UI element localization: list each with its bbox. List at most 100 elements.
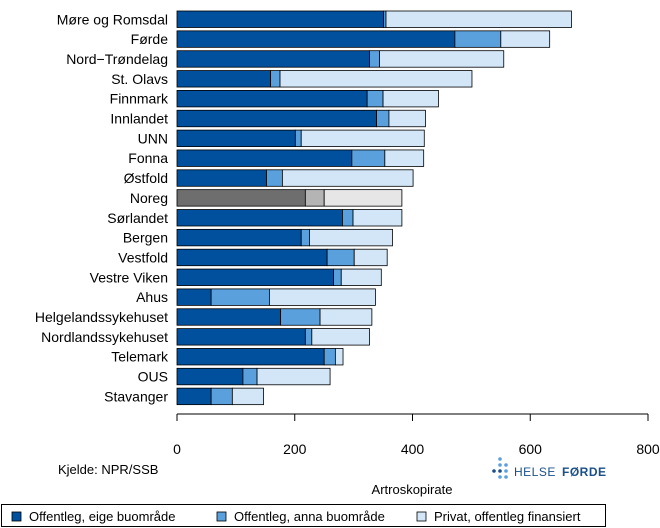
bar-segment-2 xyxy=(304,189,325,207)
helse-forde-logo: HELSE FØRDE xyxy=(492,457,606,479)
category-label: Vestre Viken xyxy=(90,269,168,285)
x-axis-label: Artroskopirate xyxy=(372,482,453,497)
bar-segment-3 xyxy=(281,169,414,187)
bar-segment-1 xyxy=(176,228,302,247)
bar-segment-3 xyxy=(311,328,370,346)
legend: Offentleg, eige buområde Offentleg, anna … xyxy=(1,504,606,527)
legend-swatch xyxy=(216,511,227,522)
bars-layer xyxy=(176,10,572,406)
category-label: Stavanger xyxy=(104,388,168,404)
bar-segment-1 xyxy=(176,288,212,306)
bar-segment-3 xyxy=(300,129,425,148)
bar-segment-1 xyxy=(176,209,343,227)
bar-segment-1 xyxy=(176,169,267,187)
legend-label: Offentleg, eige buområde xyxy=(29,509,175,524)
logo-forde-text: FØRDE xyxy=(562,465,607,479)
bar-segment-1 xyxy=(176,70,272,88)
category-label: Østfold xyxy=(124,170,168,186)
legend-swatch xyxy=(416,511,427,522)
category-label: Ahus xyxy=(136,289,168,305)
bar-segment-3 xyxy=(379,50,505,68)
bar-segment-2 xyxy=(304,328,313,346)
bar-segment-1 xyxy=(176,328,306,346)
category-label: Førde xyxy=(131,31,169,47)
bar-segment-3 xyxy=(500,30,551,48)
bar-segment-2 xyxy=(369,50,380,68)
category-label: UNN xyxy=(138,130,168,146)
category-labels: Møre og Romsdal Førde Nord−Trøndelag St. Ol… xyxy=(35,11,169,404)
category-label: Helgelandssykehuset xyxy=(35,309,168,325)
bar-segment-1 xyxy=(176,387,212,406)
bar-segment-3 xyxy=(385,10,572,28)
bar-segment-3 xyxy=(269,288,376,306)
category-label: Bergen xyxy=(123,230,168,246)
logo-helse-text: HELSE xyxy=(514,465,556,479)
bar-segment-1 xyxy=(176,248,328,267)
category-label: Møre og Romsdal xyxy=(57,11,168,27)
legend-swatch xyxy=(11,511,22,522)
logo-dot xyxy=(498,457,502,461)
category-label: Nord−Trøndelag xyxy=(66,51,168,67)
bar-segment-1 xyxy=(176,30,456,48)
category-label: St. Olavs xyxy=(111,71,168,87)
bar-segment-1 xyxy=(176,50,370,68)
logo-dot xyxy=(504,475,508,479)
category-label: Sørlandet xyxy=(107,210,168,226)
bar-segment-1 xyxy=(176,189,306,207)
bar-segment-3 xyxy=(384,149,425,167)
bar-segment-2 xyxy=(342,209,354,227)
x-tick-label: 200 xyxy=(283,441,307,457)
category-label: Noreg xyxy=(130,190,168,206)
bar-segment-3 xyxy=(319,308,373,326)
bar-segment-3 xyxy=(334,348,344,366)
bar-segment-1 xyxy=(176,348,325,366)
bar-segment-3 xyxy=(231,387,264,406)
bar-segment-3 xyxy=(352,209,403,227)
bar-segment-2 xyxy=(366,90,384,108)
bar-segment-3 xyxy=(256,367,331,386)
bar-segment-2 xyxy=(242,367,258,386)
legend-frame xyxy=(1,504,606,527)
logo-dot xyxy=(504,469,508,473)
bar-segment-1 xyxy=(176,149,353,167)
bar-segment-3 xyxy=(323,189,403,207)
category-label: OUS xyxy=(138,369,168,385)
bar-segment-3 xyxy=(353,248,388,267)
logo-dot xyxy=(498,463,502,467)
source-text: Kjelde: NPR/SSB xyxy=(58,462,158,477)
logo-dot xyxy=(498,469,502,473)
logo-dot xyxy=(504,463,508,467)
bar-segment-2 xyxy=(210,387,233,406)
bar-segment-1 xyxy=(176,90,368,108)
category-label: Telemark xyxy=(111,349,169,365)
bar-segment-3 xyxy=(340,268,382,286)
bar-segment-1 xyxy=(176,109,377,128)
bar-segment-1 xyxy=(176,268,335,286)
bar-segment-1 xyxy=(176,129,296,148)
bar-segment-1 xyxy=(176,10,385,28)
category-label: Fonna xyxy=(128,150,168,166)
bar-segment-3 xyxy=(309,228,393,247)
bar-segment-2 xyxy=(454,30,502,48)
bar-segment-2 xyxy=(333,268,342,286)
x-tick-label: 400 xyxy=(401,441,425,457)
bar-segment-1 xyxy=(176,367,244,386)
category-label: Nordlandssykehuset xyxy=(41,329,168,345)
bar-segment-2 xyxy=(326,248,355,267)
logo-dot xyxy=(492,469,496,473)
bar-segment-3 xyxy=(382,90,439,108)
legend-label: Offentleg, anna buområde xyxy=(234,509,385,524)
bar-segment-3 xyxy=(279,70,473,88)
bar-segment-2 xyxy=(210,288,270,306)
legend-label: Privat, offentleg finansiert xyxy=(434,509,581,524)
x-tick-label: 800 xyxy=(636,441,660,457)
bar-segment-2 xyxy=(280,308,321,326)
bar-segment-2 xyxy=(351,149,386,167)
x-ticks: 0 200 400 600 800 xyxy=(173,414,660,457)
x-tick-label: 600 xyxy=(519,441,543,457)
category-label: Innlandet xyxy=(110,111,168,127)
category-label: Finnmark xyxy=(110,91,169,107)
bar-segment-2 xyxy=(376,109,390,128)
bar-segment-2 xyxy=(294,129,302,148)
bar-segment-2 xyxy=(323,348,336,366)
